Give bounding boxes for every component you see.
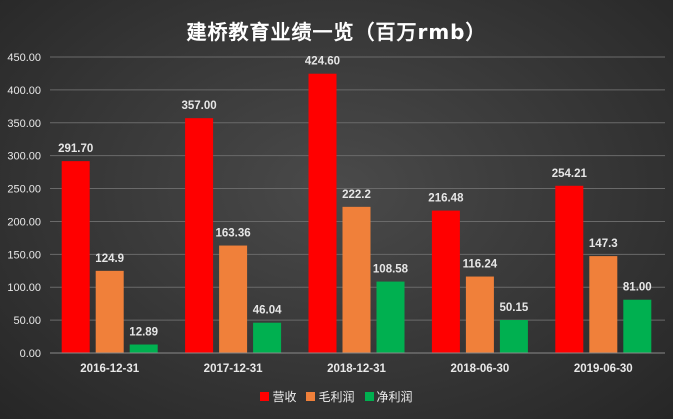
- data-label: 12.89: [129, 327, 158, 339]
- legend-label: 营收: [272, 390, 297, 404]
- data-label: 81.00: [623, 282, 652, 294]
- legend-label: 毛利润: [318, 390, 355, 404]
- legend-swatch: [260, 392, 270, 401]
- legend-item: 毛利润: [306, 388, 355, 405]
- bar: [465, 276, 494, 353]
- x-tick-label: 2018-06-30: [450, 363, 509, 375]
- bar: [555, 185, 584, 353]
- bar: [219, 245, 248, 353]
- legend-swatch: [306, 392, 316, 401]
- y-tick-label: 0.00: [20, 348, 41, 360]
- data-label: 46.04: [253, 305, 282, 317]
- legend-item: 净利润: [364, 388, 413, 405]
- data-label: 108.58: [373, 264, 409, 276]
- data-label: 424.60: [305, 56, 340, 68]
- y-tick-label: 400.00: [7, 85, 41, 97]
- legend: 营收 毛利润 净利润: [0, 388, 673, 405]
- x-tick-label: 2016-12-31: [80, 363, 139, 375]
- bar: [253, 322, 282, 353]
- data-label: 216.48: [428, 193, 464, 205]
- data-label: 222.2: [342, 189, 371, 201]
- data-label: 357.00: [182, 100, 217, 112]
- bar: [185, 118, 214, 353]
- x-tick-label: 2019-06-30: [574, 363, 633, 375]
- x-tick-label: 2018-12-31: [327, 363, 386, 375]
- data-label: 254.21: [552, 168, 588, 180]
- legend-label: 净利润: [376, 390, 413, 404]
- data-label: 163.36: [216, 228, 251, 240]
- data-label: 124.9: [95, 253, 124, 265]
- chart-title: 建桥教育业绩一览（百万rmb）: [186, 20, 487, 44]
- y-tick-label: 300.00: [7, 151, 41, 163]
- legend-swatch: [364, 392, 374, 401]
- bar: [95, 270, 124, 353]
- y-tick-label: 450.00: [7, 52, 41, 64]
- x-tick-label: 2017-12-31: [204, 363, 263, 375]
- bar: [308, 73, 337, 354]
- bar: [342, 206, 371, 353]
- y-tick-label: 100.00: [7, 282, 41, 294]
- y-tick-label: 250.00: [7, 184, 41, 196]
- data-label: 291.70: [58, 143, 93, 155]
- data-label: 116.24: [463, 259, 498, 271]
- bar: [589, 256, 618, 353]
- bar: [61, 161, 90, 353]
- bar: [623, 299, 652, 353]
- bar: [376, 281, 405, 353]
- legend-item: 营收: [260, 388, 296, 405]
- data-label: 50.15: [500, 302, 529, 314]
- y-tick-label: 50.00: [13, 315, 41, 327]
- data-label: 147.3: [589, 238, 618, 250]
- y-tick-label: 200.00: [7, 216, 41, 228]
- y-tick-label: 350.00: [7, 118, 41, 130]
- bar: [129, 344, 158, 353]
- bar: [499, 320, 528, 353]
- bar: [431, 210, 460, 353]
- y-tick-label: 150.00: [7, 249, 41, 261]
